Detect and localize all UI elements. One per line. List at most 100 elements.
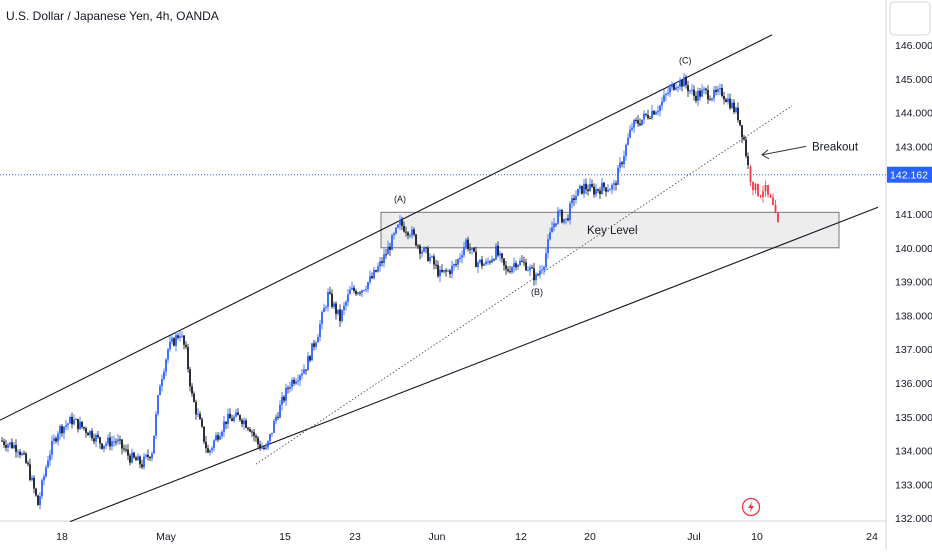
candle-body [619, 162, 621, 168]
candle-body [611, 184, 613, 190]
candle-body [309, 356, 311, 361]
price-axis[interactable]: 146.000 145.000 144.000 143.000 141.000 140.0… [895, 40, 932, 525]
candle-body [115, 441, 117, 443]
price-tick-label: 133.000 [895, 479, 932, 491]
candle-body [513, 263, 515, 268]
candle-body [517, 264, 519, 268]
candle-body [259, 444, 261, 449]
candle-body [317, 337, 319, 343]
candle-body [313, 343, 315, 347]
candle-body [477, 262, 479, 268]
candle-body [173, 338, 175, 346]
candle-body [453, 264, 455, 266]
candle-body [497, 245, 499, 256]
candle-body [111, 441, 113, 447]
wave-label-a: (A) [394, 194, 406, 204]
current-price-tag [887, 166, 932, 183]
candle-body [123, 448, 125, 450]
candle-body [487, 261, 489, 263]
candle-body [197, 413, 199, 415]
candle-body [283, 396, 285, 401]
candle-body [11, 442, 13, 449]
candle-body [17, 451, 19, 453]
candle-body [555, 223, 557, 225]
candle-body [509, 271, 511, 273]
candle-body [457, 259, 459, 265]
candle-body [701, 89, 703, 97]
candle-body [519, 260, 521, 265]
key-level-label: Key Level [587, 225, 638, 237]
candle-body [19, 451, 21, 455]
candle-body [481, 259, 483, 266]
candle-body [179, 336, 181, 338]
time-tick-label: Jun [429, 531, 446, 543]
candle-body [35, 488, 37, 496]
candle-body [593, 186, 595, 195]
candle-body [471, 248, 473, 250]
candle-body [577, 188, 579, 196]
candle-body [735, 107, 737, 113]
candle-body [609, 189, 611, 191]
candle-body [91, 430, 93, 439]
candle-body [631, 127, 633, 130]
candle-body [625, 144, 627, 156]
candle-body [99, 437, 101, 444]
candle-body [637, 120, 639, 124]
candle-body [629, 129, 631, 138]
candle-body [411, 229, 413, 236]
time-axis[interactable]: 18 May 15 23 Jun 12 20 Jul 10 24 [56, 531, 878, 543]
candle-body [523, 261, 525, 263]
candle-body [355, 290, 357, 295]
time-tick-label: 20 [584, 531, 596, 543]
candle-body [433, 256, 435, 265]
channel-line [69, 206, 879, 523]
candle-body [241, 419, 243, 425]
candle-body [189, 369, 191, 387]
trend-line-dotted [255, 105, 793, 465]
candlestick-series [1, 73, 779, 510]
candle-body [263, 447, 265, 449]
candle-body [117, 439, 119, 442]
candle-body [213, 440, 215, 448]
candle-body [405, 231, 407, 233]
price-tick-label: 137.000 [895, 344, 932, 356]
candle-body [209, 450, 211, 453]
candle-body [285, 387, 287, 401]
candle-body [571, 198, 573, 204]
candle-body [719, 88, 721, 90]
candle-body [493, 259, 495, 261]
candle-body [71, 416, 73, 425]
candle-body [87, 432, 89, 436]
candle-body [603, 182, 605, 188]
candle-body [335, 303, 337, 314]
candle-body [25, 453, 27, 463]
lightning-icon[interactable] [741, 497, 761, 517]
time-tick-label: May [156, 531, 177, 543]
candle-body [83, 427, 85, 429]
chart-settings-button[interactable] [889, 1, 931, 36]
candle-body [141, 464, 143, 468]
candle-body [403, 225, 405, 232]
candle-body [475, 251, 477, 268]
candle-body [715, 89, 717, 92]
candle-body [147, 454, 149, 457]
candle-body [89, 430, 91, 436]
candle-body [33, 477, 35, 489]
candle-body [559, 210, 561, 212]
candle-body [295, 381, 297, 384]
candle-body [185, 344, 187, 348]
candle-body [717, 88, 719, 92]
candle-body [127, 449, 129, 456]
candle-body [583, 183, 585, 194]
candle-body [707, 90, 709, 100]
candle-body [55, 438, 57, 442]
candle-body [691, 89, 693, 91]
candle-body [705, 88, 707, 91]
candle-body [299, 375, 301, 381]
candle-body [617, 167, 619, 185]
candle-body [391, 235, 393, 250]
candle-body [495, 245, 497, 260]
candle-body [379, 261, 381, 267]
candle-body [679, 80, 681, 87]
